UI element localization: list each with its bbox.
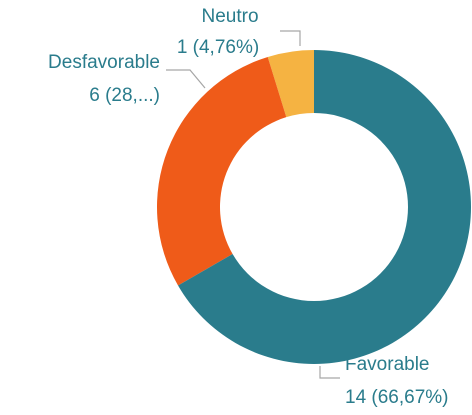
leader-line [319,366,340,379]
donut-slice [157,56,287,286]
value-label: 1 (4,76%) [177,37,259,58]
slice-label: Neutro [201,6,258,27]
donut-slice [267,50,314,118]
value-label: 14 (66,67%) [345,387,449,408]
slice-label: Favorable [345,354,430,375]
slice-label: Desfavorable [48,52,160,73]
value-label: 6 (28,...) [89,85,160,106]
leader-line [166,69,206,89]
donut-slice [178,50,472,364]
leader-line [280,30,301,46]
